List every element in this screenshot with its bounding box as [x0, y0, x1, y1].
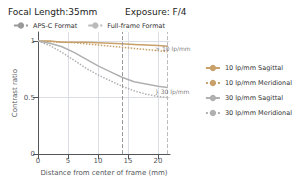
svg-text:Contrast ratio: Contrast ratio [11, 69, 19, 117]
svg-text:Focal Length:35mm: Focal Length:35mm [8, 7, 97, 17]
svg-text:Distance from center of frame: Distance from center of frame (mm) [40, 169, 167, 177]
svg-text:Full-frame Format: Full-frame Format [107, 22, 165, 30]
svg-text:15: 15 [124, 157, 133, 165]
svg-text:APS-C Format: APS-C Format [33, 22, 78, 30]
svg-text:10: 10 [94, 157, 103, 165]
svg-text:1: 1 [31, 37, 35, 45]
svg-text:5: 5 [66, 157, 70, 165]
svg-text:0: 0 [36, 157, 40, 165]
svg-text:10 lp/mm Sagittal: 10 lp/mm Sagittal [225, 64, 283, 72]
svg-text:} 30 lp/mm: } 30 lp/mm [155, 88, 190, 96]
svg-text:10 lp/mm Meridional: 10 lp/mm Meridional [225, 79, 292, 87]
svg-text:Exposure: F/4: Exposure: F/4 [125, 7, 187, 17]
svg-text:30 lp/mm Sagittal: 30 lp/mm Sagittal [225, 94, 283, 102]
svg-text:0.5: 0.5 [24, 94, 35, 102]
svg-text:0: 0 [31, 150, 35, 158]
svg-text:30 lp/mm Meridional: 30 lp/mm Meridional [225, 109, 292, 117]
svg-text:20: 20 [154, 157, 163, 165]
svg-text:> 10 lp/mm: > 10 lp/mm [155, 45, 191, 53]
